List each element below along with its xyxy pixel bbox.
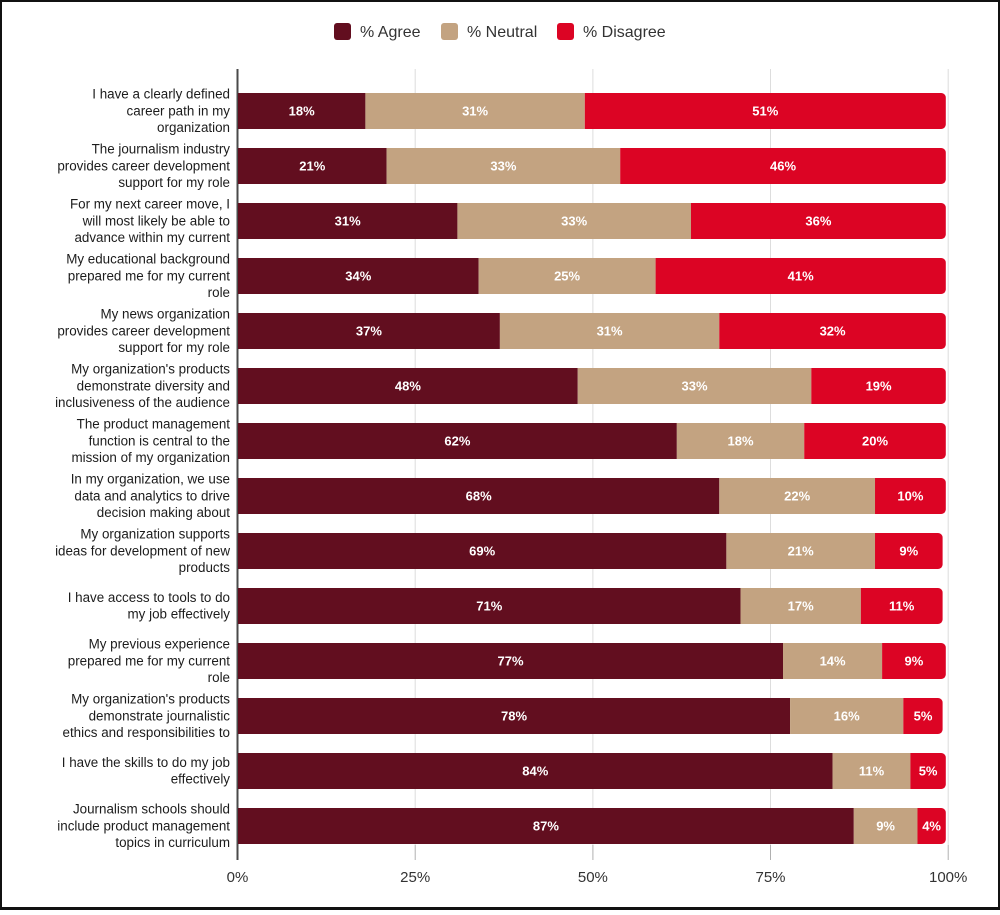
svg-text:31%: 31% xyxy=(335,214,361,229)
svg-text:topics in curriculum: topics in curriculum xyxy=(115,835,230,850)
svg-text:include product management: include product management xyxy=(57,818,230,833)
svg-text:5%: 5% xyxy=(919,764,938,779)
svg-text:prepared me for my current: prepared me for my current xyxy=(68,268,231,283)
svg-text:My news organization: My news organization xyxy=(100,307,230,322)
svg-text:will most likely be able to: will most likely be able to xyxy=(82,213,230,228)
svg-text:77%: 77% xyxy=(497,654,523,669)
svg-text:decision making about: decision making about xyxy=(97,505,231,520)
svg-text:33%: 33% xyxy=(490,159,516,174)
svg-text:Journalism schools should: Journalism schools should xyxy=(73,802,230,817)
svg-text:19%: 19% xyxy=(866,379,892,394)
svg-text:100%: 100% xyxy=(929,869,967,886)
svg-text:46%: 46% xyxy=(770,159,796,174)
svg-text:products: products xyxy=(179,560,231,575)
svg-text:advance within my current: advance within my current xyxy=(74,230,230,245)
svg-text:0%: 0% xyxy=(227,869,249,886)
svg-text:The product management: The product management xyxy=(77,417,231,432)
svg-text:36%: 36% xyxy=(805,214,831,229)
svg-text:25%: 25% xyxy=(400,869,430,886)
svg-text:inclusiveness of the audience: inclusiveness of the audience xyxy=(55,395,230,410)
svg-text:32%: 32% xyxy=(820,324,846,339)
svg-text:11%: 11% xyxy=(859,764,885,779)
svg-text:My organization's products: My organization's products xyxy=(71,362,230,377)
svg-text:9%: 9% xyxy=(899,544,918,559)
svg-text:14%: 14% xyxy=(820,654,846,669)
svg-text:support for my role: support for my role xyxy=(118,340,230,355)
svg-text:22%: 22% xyxy=(784,489,810,504)
svg-text:33%: 33% xyxy=(561,214,587,229)
svg-text:career path in my: career path in my xyxy=(127,103,231,118)
svg-text:I have the skills to do my job: I have the skills to do my job xyxy=(62,755,230,770)
svg-text:effectively: effectively xyxy=(171,772,231,787)
svg-text:17%: 17% xyxy=(788,599,814,614)
svg-text:62%: 62% xyxy=(444,434,470,449)
svg-text:5%: 5% xyxy=(914,709,933,724)
svg-text:function is central to the: function is central to the xyxy=(89,433,230,448)
svg-text:My organization supports: My organization supports xyxy=(80,527,230,542)
svg-text:71%: 71% xyxy=(476,599,502,614)
svg-text:% Agree: % Agree xyxy=(360,24,421,41)
svg-text:% Neutral: % Neutral xyxy=(467,24,537,41)
svg-text:31%: 31% xyxy=(597,324,623,339)
svg-text:37%: 37% xyxy=(356,324,382,339)
svg-text:prepared me for my current: prepared me for my current xyxy=(68,653,231,668)
svg-text:% Disagree: % Disagree xyxy=(583,24,666,41)
svg-text:78%: 78% xyxy=(501,709,527,724)
svg-text:demonstrate diversity and: demonstrate diversity and xyxy=(77,378,230,393)
svg-text:9%: 9% xyxy=(905,654,924,669)
svg-text:69%: 69% xyxy=(469,544,495,559)
svg-text:31%: 31% xyxy=(462,104,488,119)
svg-text:68%: 68% xyxy=(466,489,492,504)
svg-text:84%: 84% xyxy=(522,764,548,779)
svg-text:provides career development: provides career development xyxy=(57,323,230,338)
svg-text:87%: 87% xyxy=(533,819,559,834)
svg-text:16%: 16% xyxy=(834,709,860,724)
svg-text:The journalism industry: The journalism industry xyxy=(92,142,231,157)
svg-text:50%: 50% xyxy=(578,869,608,886)
svg-text:My previous experience: My previous experience xyxy=(89,637,230,652)
svg-text:75%: 75% xyxy=(755,869,785,886)
svg-text:In my organization, we use: In my organization, we use xyxy=(71,472,230,487)
svg-text:My educational background: My educational background xyxy=(66,252,230,267)
svg-text:support for my role: support for my role xyxy=(118,175,230,190)
svg-text:provides career development: provides career development xyxy=(57,158,230,173)
svg-text:9%: 9% xyxy=(876,819,895,834)
svg-text:role: role xyxy=(208,670,230,685)
svg-text:34%: 34% xyxy=(345,269,371,284)
svg-text:I have access to tools to do: I have access to tools to do xyxy=(68,590,230,605)
svg-text:For my next career move, I: For my next career move, I xyxy=(70,197,230,212)
svg-text:demonstrate journalistic: demonstrate journalistic xyxy=(89,708,231,723)
svg-text:48%: 48% xyxy=(395,379,421,394)
svg-text:ideas for development of new: ideas for development of new xyxy=(55,543,230,558)
svg-text:51%: 51% xyxy=(752,104,778,119)
svg-text:role: role xyxy=(208,285,230,300)
svg-text:11%: 11% xyxy=(889,599,915,614)
svg-text:41%: 41% xyxy=(788,269,814,284)
svg-text:My organization's products: My organization's products xyxy=(71,692,230,707)
svg-text:mission of my organization: mission of my organization xyxy=(71,450,230,465)
svg-text:my job effectively: my job effectively xyxy=(128,607,231,622)
svg-text:I have a clearly defined: I have a clearly defined xyxy=(92,87,230,102)
svg-text:25%: 25% xyxy=(554,269,580,284)
svg-text:33%: 33% xyxy=(681,379,707,394)
svg-text:10%: 10% xyxy=(897,489,923,504)
svg-text:18%: 18% xyxy=(289,104,315,119)
svg-text:21%: 21% xyxy=(299,159,325,174)
svg-text:data and analytics to drive: data and analytics to drive xyxy=(74,488,230,503)
svg-text:20%: 20% xyxy=(862,434,888,449)
svg-text:ethics and responsibilities to: ethics and responsibilities to xyxy=(63,725,230,740)
svg-text:21%: 21% xyxy=(788,544,814,559)
svg-text:4%: 4% xyxy=(922,819,941,834)
svg-text:organization: organization xyxy=(157,120,230,135)
svg-text:18%: 18% xyxy=(727,434,753,449)
